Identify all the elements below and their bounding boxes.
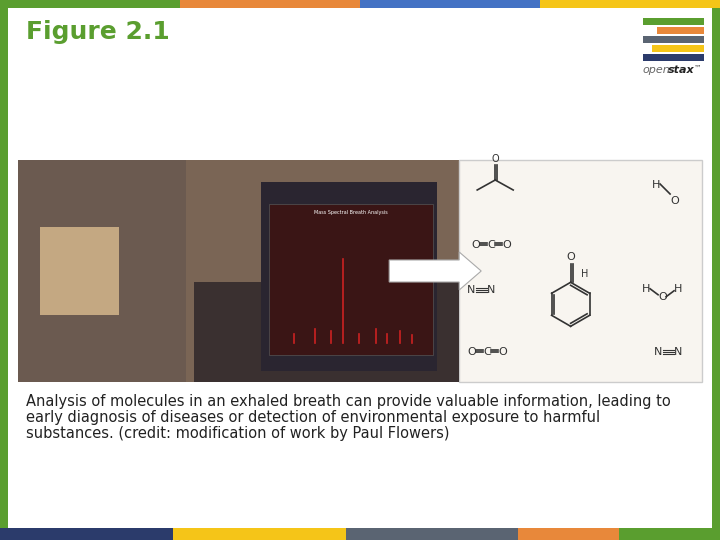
- FancyArrow shape: [390, 252, 481, 290]
- Bar: [18, 160, 459, 382]
- Text: C: C: [483, 347, 491, 357]
- Text: stax: stax: [668, 65, 695, 75]
- Text: N: N: [467, 285, 476, 295]
- Bar: [0, 8, 8, 528]
- Bar: [643, 36, 704, 43]
- Bar: [40, 227, 120, 315]
- Text: Analysis of molecules in an exhaled breath can provide valuable information, lea: Analysis of molecules in an exhaled brea…: [26, 394, 670, 409]
- Text: early diagnosis of diseases or detection of environmental exposure to harmful: early diagnosis of diseases or detection…: [26, 410, 600, 425]
- Text: O: O: [491, 154, 499, 164]
- Text: H: H: [580, 269, 588, 279]
- Text: H: H: [674, 284, 683, 294]
- Text: H: H: [642, 284, 650, 294]
- Bar: [0, 528, 173, 540]
- Bar: [652, 45, 704, 52]
- Bar: [18, 160, 186, 382]
- Bar: [261, 182, 437, 371]
- Text: C: C: [487, 240, 495, 250]
- Text: N: N: [674, 347, 683, 357]
- Bar: [643, 54, 704, 61]
- Bar: [194, 282, 459, 382]
- Text: O: O: [467, 347, 476, 357]
- Text: Mass Spectral Breath Analysis: Mass Spectral Breath Analysis: [314, 211, 388, 215]
- Bar: [173, 528, 346, 540]
- Bar: [619, 528, 720, 540]
- Bar: [712, 8, 720, 528]
- Text: O: O: [670, 196, 679, 206]
- Text: open: open: [642, 65, 670, 75]
- Bar: [540, 0, 720, 8]
- Text: N: N: [487, 285, 495, 295]
- Bar: [180, 0, 360, 8]
- Text: O: O: [658, 292, 667, 302]
- Bar: [643, 18, 704, 25]
- Bar: [360, 0, 540, 8]
- Bar: [269, 205, 433, 355]
- Text: ™: ™: [694, 64, 702, 73]
- Text: substances. (credit: modification of work by Paul Flowers): substances. (credit: modification of wor…: [26, 426, 449, 441]
- Text: H: H: [652, 180, 660, 190]
- Bar: [346, 528, 518, 540]
- Text: Figure 2.1: Figure 2.1: [26, 20, 170, 44]
- Bar: [0, 0, 180, 8]
- Text: O: O: [566, 252, 575, 262]
- Bar: [657, 27, 704, 34]
- Text: O: O: [498, 347, 507, 357]
- Text: O: O: [503, 240, 511, 250]
- Text: N: N: [654, 347, 662, 357]
- Bar: [518, 528, 619, 540]
- Bar: [459, 160, 702, 382]
- Text: O: O: [471, 240, 480, 250]
